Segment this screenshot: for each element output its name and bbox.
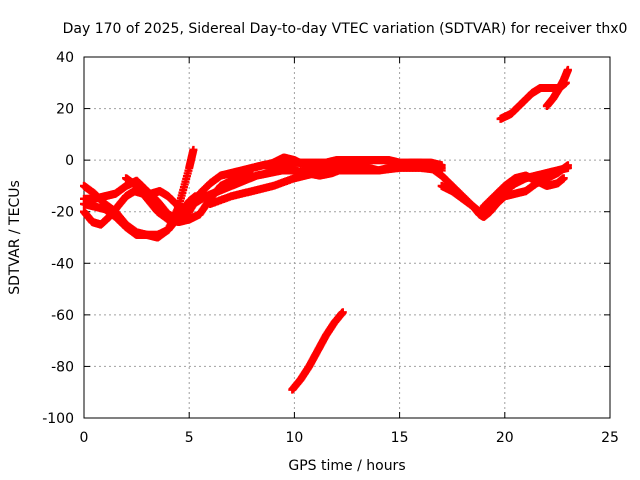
data-point <box>338 308 347 317</box>
x-tick-label: 25 <box>601 430 619 446</box>
x-axis-label: GPS time / hours <box>288 458 405 474</box>
y-tick-label: -80 <box>51 359 74 375</box>
y-tick-label: -40 <box>51 256 74 272</box>
data-point <box>559 174 568 183</box>
data-point <box>437 163 446 172</box>
x-tick-label: 10 <box>285 430 303 446</box>
y-tick-label: 40 <box>56 50 74 66</box>
plot-frame <box>83 56 611 419</box>
series-track-e <box>122 171 257 227</box>
y-tick-label: -60 <box>51 308 74 324</box>
data-point <box>563 65 572 74</box>
chart-title: Day 170 of 2025, Sidereal Day-to-day VTE… <box>63 21 628 37</box>
x-tick-label: 15 <box>391 430 409 446</box>
x-tick-label: 20 <box>496 430 514 446</box>
series-track-n <box>542 65 572 110</box>
series-track-m <box>496 78 570 123</box>
series-track-b <box>80 145 198 242</box>
y-tick-label: -100 <box>42 411 74 427</box>
data-point <box>189 145 198 154</box>
series-track-l <box>479 171 568 211</box>
x-tick-label: 0 <box>80 430 89 446</box>
series-track-k <box>437 161 572 221</box>
y-axis-label: SDTVAR / TECUs <box>7 180 23 295</box>
y-tick-label: 0 <box>65 153 74 169</box>
y-tick-label: -20 <box>51 205 74 221</box>
data-point <box>563 161 572 170</box>
x-axis: 0 5 10 15 20 25 <box>80 57 619 446</box>
series-track-o <box>288 308 347 394</box>
x-tick-label: 5 <box>185 430 194 446</box>
y-axis: -100 -80 -60 -40 -20 0 20 40 <box>42 50 610 427</box>
data-series <box>80 65 572 394</box>
y-tick-label: 20 <box>56 102 74 118</box>
